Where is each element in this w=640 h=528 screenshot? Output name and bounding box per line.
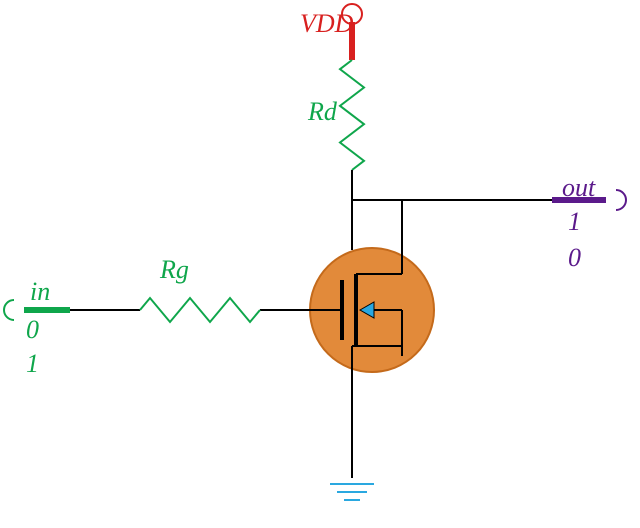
resistor-rg	[140, 298, 260, 322]
label-in1: 1	[26, 349, 39, 378]
label-out1: 1	[568, 207, 581, 236]
resistor-rd	[340, 60, 364, 170]
label-out0: 0	[568, 243, 581, 272]
label-in: in	[30, 277, 50, 306]
label-vdd: VDD	[300, 9, 354, 38]
label-rg: Rg	[159, 255, 189, 284]
port-in	[4, 300, 14, 320]
label-out: out	[562, 173, 596, 202]
label-in0: 0	[26, 315, 39, 344]
label-rd: Rd	[307, 97, 338, 126]
port-out	[616, 190, 626, 210]
circuit-diagram: VDD Rd Rg in 0 1 out 1 0	[0, 0, 640, 528]
